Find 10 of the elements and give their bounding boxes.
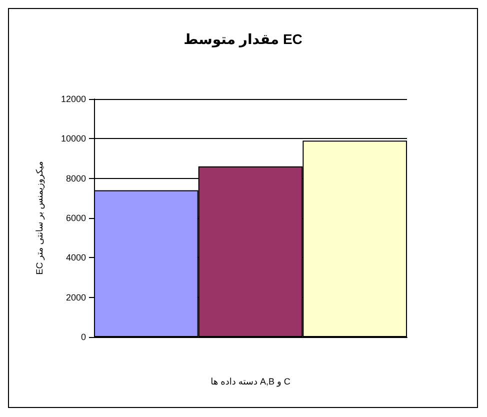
y-axis-title: EC میکروزیمنس بر سانتی متر — [34, 161, 46, 275]
y-tick-label: 10000 — [60, 134, 86, 144]
y-tick-label: 8000 — [66, 173, 86, 184]
y-tick-label: 6000 — [66, 213, 86, 223]
x-axis-title: دسته داده ها A,B و C — [210, 376, 291, 388]
chart-title: مقدار متوسط EC — [184, 31, 302, 48]
y-tick-label: 2000 — [66, 292, 86, 302]
y-tick-label: 4000 — [66, 252, 86, 263]
y-tick-label: 0 — [80, 332, 86, 342]
y-tick-label: 12000 — [60, 94, 86, 104]
